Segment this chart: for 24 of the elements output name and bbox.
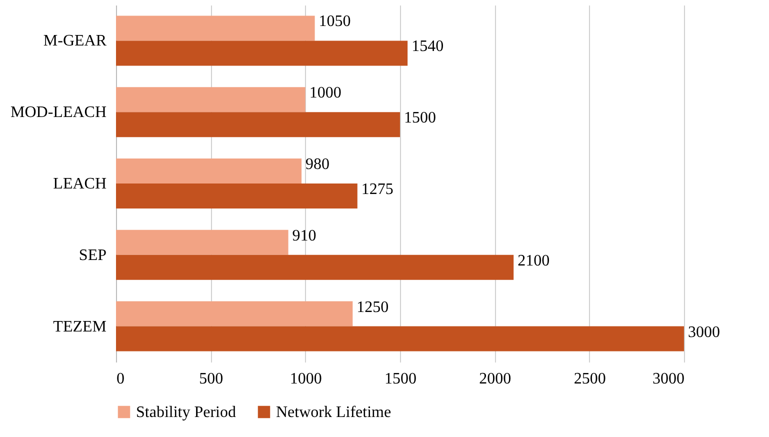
y-tick-label: SEP	[78, 246, 107, 264]
data-label: 3000	[688, 324, 720, 341]
legend-label: Network Lifetime	[276, 404, 392, 421]
y-tick-label: LEACH	[53, 176, 107, 192]
y-tick-label: TEZEM	[53, 318, 106, 336]
data-label: 1540	[412, 38, 444, 56]
x-tick-label: 1000	[290, 370, 322, 388]
y-tick-label: M-GEAR	[43, 32, 107, 50]
x-tick-label: 1500	[384, 370, 416, 388]
x-tick-label: 500	[199, 370, 224, 388]
x-tick-label: 0	[116, 370, 124, 388]
data-label: 1000	[309, 84, 342, 102]
y-tick-label: MOD-LEACH	[10, 104, 107, 122]
x-tick-label: 3000	[652, 370, 684, 388]
data-label: 2100	[518, 252, 550, 270]
data-label: 980	[306, 156, 330, 174]
data-label: 1250	[356, 298, 389, 316]
x-tick-label: 2000	[479, 370, 512, 388]
data-label: 1500	[404, 110, 436, 127]
data-label: 910	[292, 227, 316, 244]
x-tick-label: 2500	[574, 370, 606, 388]
data-label: 1050	[318, 13, 351, 30]
data-label: 1275	[361, 180, 394, 198]
legend-label: Stability Period	[136, 404, 236, 421]
